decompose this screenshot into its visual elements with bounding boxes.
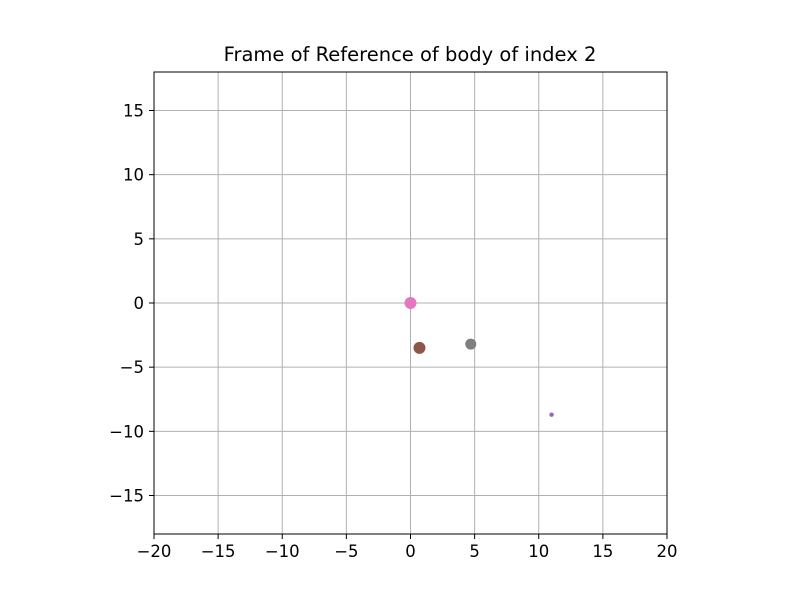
y-tick-label: −5 (120, 358, 144, 377)
x-tick-label: −15 (201, 542, 236, 561)
data-point (413, 341, 426, 354)
x-axis: −20 −15 −10 −5 0 5 10 15 20 (137, 534, 678, 561)
x-tick-label: 20 (657, 542, 678, 561)
data-points (404, 297, 554, 417)
x-tick-label: −5 (334, 542, 358, 561)
x-tick-label: 5 (469, 542, 480, 561)
x-tick-label: 15 (592, 542, 613, 561)
y-tick-label: −15 (109, 487, 144, 506)
chart-title: Frame of Reference of body of index 2 (224, 43, 597, 66)
x-tick-label: −10 (265, 542, 300, 561)
data-point (465, 338, 477, 350)
y-tick-label: 15 (123, 102, 144, 121)
y-tick-label: 5 (134, 230, 145, 249)
x-tick-label: −20 (137, 542, 172, 561)
data-point (549, 412, 554, 417)
y-tick-label: 10 (123, 166, 144, 185)
x-tick-label: 10 (528, 542, 549, 561)
x-tick-label: 0 (405, 542, 416, 561)
y-axis: −15 −10 −5 0 5 10 15 (109, 102, 154, 506)
y-tick-label: 0 (134, 294, 145, 313)
data-point (404, 297, 417, 309)
y-tick-label: −10 (109, 422, 144, 441)
